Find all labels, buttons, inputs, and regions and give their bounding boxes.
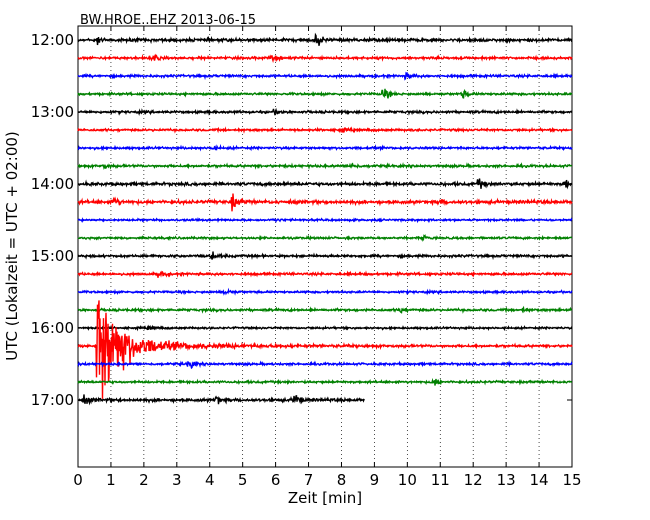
trace-1245	[77, 88, 573, 99]
trace-1545	[77, 305, 573, 314]
y-tick-label: 15:00	[31, 247, 74, 265]
trace-1330	[77, 143, 573, 152]
trace-1700	[77, 394, 365, 406]
x-tick-label: 8	[337, 471, 347, 489]
y-tick-label: 16:00	[31, 319, 74, 337]
plot-frame	[77, 25, 573, 468]
trace-1200	[77, 32, 573, 46]
x-tick-label: 14	[530, 471, 549, 489]
trace-1515	[77, 270, 573, 278]
x-tick-label: 12	[464, 471, 483, 489]
y-axis-label: UTC (Lokalzeit = UTC + 02:00)	[3, 131, 21, 361]
trace-1530	[77, 287, 573, 296]
y-axis-ticks: 12:00 13:00 14:00 15:00 16:00 17:00	[31, 31, 572, 409]
x-tick-label: 9	[370, 471, 380, 489]
grid-lines	[110, 26, 540, 467]
x-axis-label: Zeit [min]	[288, 489, 362, 507]
trace-1630	[77, 360, 573, 370]
trace-1430	[77, 217, 573, 224]
seismic-traces	[77, 32, 573, 406]
x-tick-label: 3	[172, 471, 182, 489]
x-tick-label: 10	[398, 471, 417, 489]
trace-1615	[77, 300, 573, 399]
x-tick-label: 0	[73, 471, 83, 489]
trace-1230	[77, 71, 573, 81]
x-tick-label: 6	[271, 471, 281, 489]
trace-1315	[77, 126, 573, 134]
trace-1600	[77, 324, 573, 332]
chart-title: BW.HROE..EHZ 2013-06-15	[80, 13, 256, 28]
x-tick-label: 2	[139, 471, 149, 489]
y-tick-label: 17:00	[31, 391, 74, 409]
trace-1300	[77, 107, 573, 116]
trace-1500	[77, 251, 573, 261]
trace-1345	[77, 162, 572, 171]
trace-1400	[77, 178, 573, 190]
trace-1445	[77, 234, 573, 242]
trace-1215	[77, 53, 573, 64]
x-tick-label: 11	[431, 471, 450, 489]
x-axis-ticks: 0 1 2 3 4 5 6 7 8 9 10 11 12 13 14 15	[73, 26, 582, 489]
y-tick-label: 12:00	[31, 31, 74, 49]
trace-1415	[77, 193, 573, 212]
x-tick-label: 15	[562, 471, 581, 489]
x-tick-label: 1	[106, 471, 116, 489]
trace-1645	[77, 377, 573, 386]
y-tick-label: 14:00	[31, 175, 74, 193]
x-tick-label: 13	[497, 471, 516, 489]
x-tick-label: 7	[304, 471, 314, 489]
x-tick-label: 5	[238, 471, 248, 489]
x-tick-label: 4	[205, 471, 215, 489]
y-tick-label: 13:00	[31, 103, 74, 121]
